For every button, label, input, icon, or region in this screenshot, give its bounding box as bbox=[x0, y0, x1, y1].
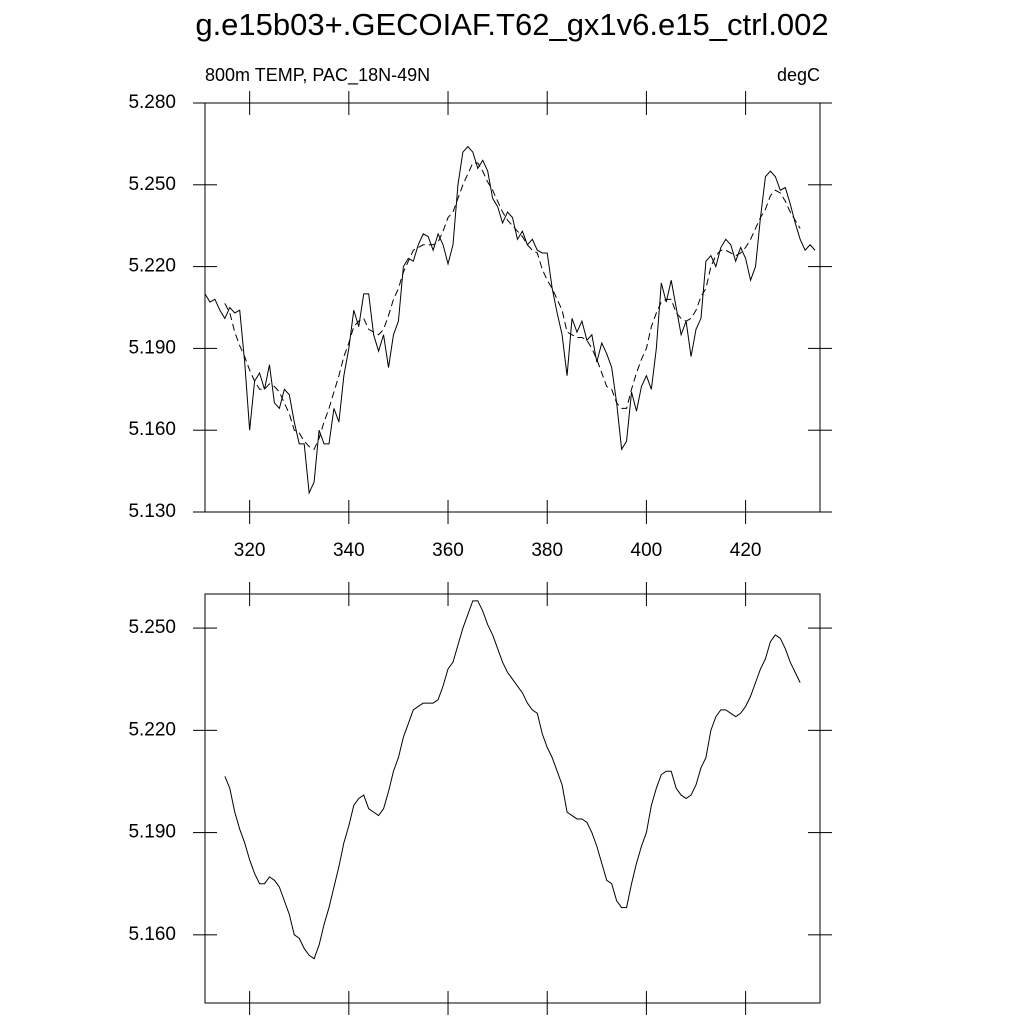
x-tick-label: 420 bbox=[730, 540, 762, 561]
y-tick-label: 5.220 bbox=[128, 719, 176, 740]
y-tick-label: 5.190 bbox=[128, 337, 176, 358]
y-tick-label: 5.250 bbox=[128, 174, 176, 195]
y-tick-label: 5.250 bbox=[128, 617, 176, 638]
plot-frame bbox=[204, 593, 821, 1004]
chart-title: g.e15b03+.GECOIAF.T62_gx1v6.e15_ctrl.002 bbox=[195, 7, 828, 42]
x-tick-label: 320 bbox=[234, 540, 266, 561]
y-tick-label: 5.160 bbox=[128, 419, 176, 440]
y-tick-label: 5.190 bbox=[128, 822, 176, 843]
y-tick-label: 5.160 bbox=[128, 924, 176, 945]
chart-subtitle: 800m TEMP, PAC_18N-49N bbox=[205, 65, 430, 86]
y-tick-label: 5.220 bbox=[128, 256, 176, 277]
data-line bbox=[224, 600, 801, 960]
x-tick-label: 380 bbox=[531, 540, 563, 561]
units-label: degC bbox=[777, 65, 820, 85]
y-tick-label: 5.280 bbox=[128, 92, 176, 113]
x-tick-label: 400 bbox=[631, 540, 663, 561]
plot-frame bbox=[204, 102, 821, 513]
y-tick-label: 5.130 bbox=[128, 501, 176, 522]
x-tick-label: 340 bbox=[333, 540, 365, 561]
smoothed-line bbox=[224, 162, 801, 450]
data-line bbox=[204, 145, 816, 495]
x-tick-label: 360 bbox=[432, 540, 464, 561]
